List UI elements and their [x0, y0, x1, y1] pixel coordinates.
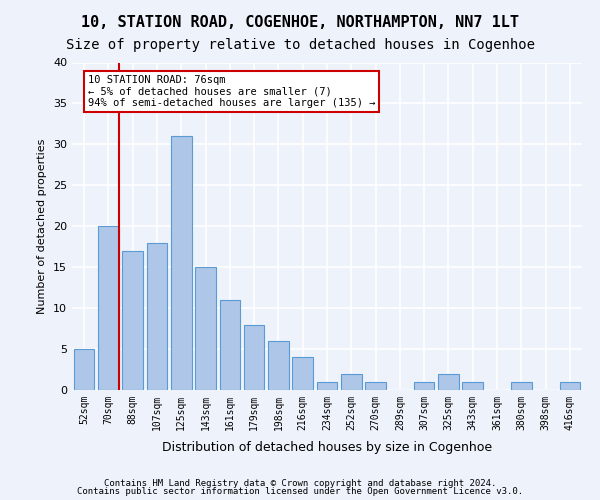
Bar	[171, 136, 191, 390]
Text: Size of property relative to detached houses in Cogenhoe: Size of property relative to detached ho…	[65, 38, 535, 52]
Bar	[268, 341, 289, 390]
Bar	[244, 324, 265, 390]
Bar	[511, 382, 532, 390]
Bar	[365, 382, 386, 390]
Bar	[98, 226, 119, 390]
Text: Contains HM Land Registry data © Crown copyright and database right 2024.: Contains HM Land Registry data © Crown c…	[104, 478, 496, 488]
Y-axis label: Number of detached properties: Number of detached properties	[37, 138, 47, 314]
Bar	[341, 374, 362, 390]
Bar	[463, 382, 483, 390]
Bar	[220, 300, 240, 390]
Bar	[292, 357, 313, 390]
Bar	[438, 374, 459, 390]
Bar	[122, 251, 143, 390]
Bar	[317, 382, 337, 390]
Bar	[414, 382, 434, 390]
Bar	[146, 242, 167, 390]
Bar	[74, 349, 94, 390]
Text: 10 STATION ROAD: 76sqm
← 5% of detached houses are smaller (7)
94% of semi-detac: 10 STATION ROAD: 76sqm ← 5% of detached …	[88, 75, 375, 108]
Bar	[560, 382, 580, 390]
Text: Contains public sector information licensed under the Open Government Licence v3: Contains public sector information licen…	[77, 487, 523, 496]
Text: 10, STATION ROAD, COGENHOE, NORTHAMPTON, NN7 1LT: 10, STATION ROAD, COGENHOE, NORTHAMPTON,…	[81, 15, 519, 30]
Bar	[195, 267, 216, 390]
X-axis label: Distribution of detached houses by size in Cogenhoe: Distribution of detached houses by size …	[162, 441, 492, 454]
